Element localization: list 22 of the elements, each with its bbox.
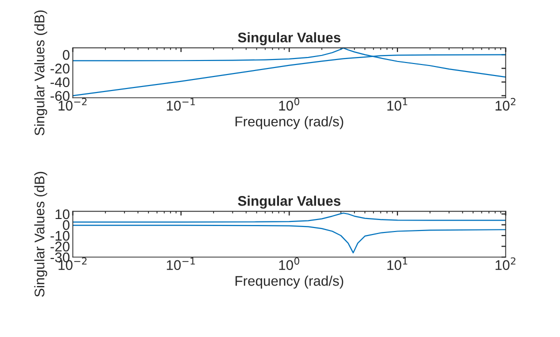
y-tick-label: 10: [56, 209, 70, 220]
x-axis-title: Frequency (rad/s): [236, 116, 344, 130]
chart-title: Singular Values: [238, 196, 340, 209]
y-tick-label: -30: [50, 252, 70, 262]
y-axis-title: Singular Values (dB): [34, 10, 48, 136]
x-tick-label: 10$^{2}$: [496, 257, 516, 270]
y-tick-label: -10: [50, 230, 70, 241]
y-tick-label: -20: [50, 242, 70, 252]
x-tick-label: 10$^{2}$: [496, 98, 516, 111]
x-tick-label: 10$^{−1}$: [166, 98, 195, 111]
y-tick-label: 0: [62, 220, 70, 230]
y-tick-label: 0: [62, 50, 70, 60]
x-axis-title: Frequency (rad/s): [236, 276, 344, 289]
x-tick-label: 10$^{1}$: [387, 98, 408, 111]
x-tick-label: 10$^{0}$: [279, 257, 300, 270]
x-tick-label: 10$^{1}$: [387, 257, 408, 270]
x-tick-label: 10$^{0}$: [279, 98, 300, 111]
y-tick-label: -40: [50, 77, 70, 88]
chart-title: Singular Values: [238, 32, 340, 46]
y-axis-title: Singular Values (dB): [34, 172, 48, 297]
x-tick-label: 10$^{−1}$: [166, 257, 195, 270]
y-tick-label: -20: [50, 64, 70, 74]
